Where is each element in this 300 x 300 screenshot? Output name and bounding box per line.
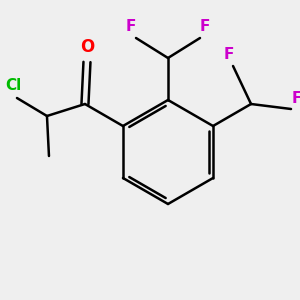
Text: O: O [80,38,94,56]
Text: F: F [126,19,136,34]
Text: F: F [224,47,234,62]
Text: F: F [200,19,210,34]
Text: F: F [292,91,300,106]
Text: Cl: Cl [5,78,21,93]
